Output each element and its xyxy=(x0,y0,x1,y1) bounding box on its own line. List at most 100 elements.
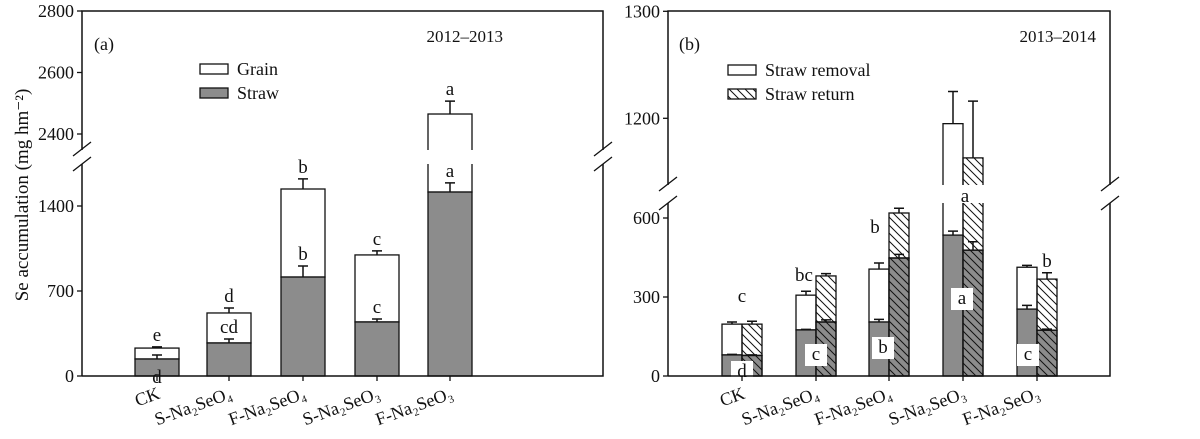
error-bar-total-1-0 xyxy=(747,320,757,325)
letter-grain-3: c xyxy=(373,229,381,250)
letter-straw-2-box xyxy=(872,337,894,359)
error-bar-total-0-0 xyxy=(727,321,737,325)
error-bar-total-1-4 xyxy=(1042,272,1052,280)
letter-total-0: c xyxy=(738,286,746,307)
bar-grain-1-1 xyxy=(815,275,837,323)
error-bar-straw-0-4 xyxy=(1022,304,1032,310)
bar-grain-0-2 xyxy=(868,268,890,323)
letter-straw-4: c xyxy=(1024,344,1032,365)
error-bar-straw-2 xyxy=(298,265,308,278)
letter-straw-4: a xyxy=(446,161,455,182)
error-bar-total-1-3 xyxy=(968,100,978,158)
right-axis-break-mark xyxy=(593,141,613,172)
x-tick-label-3: S-Na₂SeO₃ xyxy=(886,383,969,429)
y-tick-label-4: 2600 xyxy=(38,63,74,83)
bar-straw-3 xyxy=(354,321,400,377)
y-tick-label-0: 0 xyxy=(651,366,660,386)
legend-label-0: Straw removal xyxy=(765,60,870,80)
letter-grain-4: a xyxy=(446,79,455,100)
error-bar-straw-1-1 xyxy=(821,319,831,323)
letter-straw-1-box xyxy=(805,344,827,366)
error-bar-straw-0-3 xyxy=(948,230,958,236)
bar-grain-2 xyxy=(280,188,326,278)
x-tick-label-4: F-Na₂SeO₃ xyxy=(373,383,456,429)
panel-a: eddcdbbccaa07001400240026002800CKS-Na₂Se… xyxy=(38,1,613,429)
y-tick-label-1: 300 xyxy=(633,287,660,307)
error-bar-grain-4 xyxy=(445,100,455,115)
letter-grain-0: e xyxy=(153,325,161,346)
letter-straw-3: c xyxy=(373,297,381,318)
error-bar-straw-0-2 xyxy=(874,318,884,323)
error-bar-grain-0 xyxy=(152,346,162,349)
bar-grain-1-4 xyxy=(1036,278,1058,331)
error-bar-straw-0-0 xyxy=(727,353,737,356)
left-axis-break-mark xyxy=(72,141,92,172)
error-bar-straw-0-1 xyxy=(801,328,811,331)
error-bar-grain-1 xyxy=(224,307,234,313)
bar-straw-4 xyxy=(427,191,473,377)
bar-straw-2 xyxy=(280,276,326,377)
x-tick-label-3: S-Na₂SeO₃ xyxy=(300,383,383,429)
error-bar-grain-2 xyxy=(298,178,308,189)
error-bar-straw-1 xyxy=(224,338,234,343)
bar-grain-0-0 xyxy=(721,323,743,356)
legend-swatch-1 xyxy=(727,88,757,100)
letter-straw-4-box xyxy=(1017,344,1039,366)
y-tick-label-2: 600 xyxy=(633,208,660,228)
bar-grain-0-4 xyxy=(1016,266,1038,310)
y-tick-label-3: 1200 xyxy=(624,108,660,128)
letter-straw-2: b xyxy=(878,337,888,358)
bar-grain-0-1 xyxy=(795,294,817,331)
y-tick-label-4: 1300 xyxy=(624,1,660,21)
y-tick-label-5: 2800 xyxy=(38,1,74,21)
error-bar-total-0-2 xyxy=(874,262,884,270)
legend-swatch-0 xyxy=(727,64,757,76)
letter-straw-1: cd xyxy=(220,317,238,338)
legend-label-1: Straw return xyxy=(765,84,854,104)
bar-grain-0-3 xyxy=(942,123,964,236)
left-axis-break-mark xyxy=(658,176,678,211)
x-tick-label-2: F-Na₂SeO₄ xyxy=(226,383,309,429)
y-tick-label-3: 2400 xyxy=(38,124,74,144)
error-bar-straw-1-4 xyxy=(1042,328,1052,331)
letter-grain-2: b xyxy=(298,157,308,178)
x-tick-label-2: F-Na₂SeO₄ xyxy=(812,383,895,429)
axis-break-gap xyxy=(670,185,1108,203)
letter-total-4: b xyxy=(1042,251,1052,272)
bar-grain-1-0 xyxy=(741,323,763,357)
letter-total-2: b xyxy=(870,217,880,238)
error-bar-straw-1-3 xyxy=(968,240,978,251)
error-bar-total-0-3 xyxy=(948,90,958,124)
error-bar-total-0-1 xyxy=(801,290,811,296)
panel-title: 2012–2013 xyxy=(427,27,504,46)
panel-label: (a) xyxy=(94,34,114,55)
x-tick-label-1: S-Na₂SeO₄ xyxy=(739,383,822,429)
error-bar-straw-1-0 xyxy=(747,354,757,356)
x-tick-label-1: S-Na₂SeO₄ xyxy=(152,383,235,429)
panel-b: cdbccbbaabc030060012001300CKS-Na₂SeO₄F-N… xyxy=(624,1,1120,429)
error-bar-total-1-1 xyxy=(821,272,831,276)
error-bar-grain-3 xyxy=(372,250,382,255)
letter-grain-1: d xyxy=(224,286,234,307)
error-bar-total-1-2 xyxy=(894,207,904,213)
x-tick-label-4: F-Na₂SeO₃ xyxy=(960,383,1043,429)
bar-straw-1-3 xyxy=(962,249,984,377)
bar-grain-1-2 xyxy=(888,212,910,259)
letter-straw-0: d xyxy=(737,361,747,382)
letter-straw-3-box xyxy=(951,288,973,310)
y-tick-label-2: 1400 xyxy=(38,196,74,216)
error-bar-straw-4 xyxy=(445,182,455,193)
error-bar-straw-1-2 xyxy=(894,253,904,259)
error-bar-straw-0 xyxy=(152,354,162,359)
bar-grain-3 xyxy=(354,254,400,323)
legend-swatch-1 xyxy=(199,87,229,99)
error-bar-straw-3 xyxy=(372,318,382,322)
y-tick-label-1: 700 xyxy=(47,281,74,301)
letter-straw-2: b xyxy=(298,244,308,265)
legend-label-0: Grain xyxy=(237,59,278,79)
legend-label-1: Straw xyxy=(237,83,279,103)
plot-frame xyxy=(81,10,604,377)
bar-straw-1 xyxy=(206,342,252,377)
y-axis-label: Se accumulation (mg hm⁻²) xyxy=(12,89,33,302)
